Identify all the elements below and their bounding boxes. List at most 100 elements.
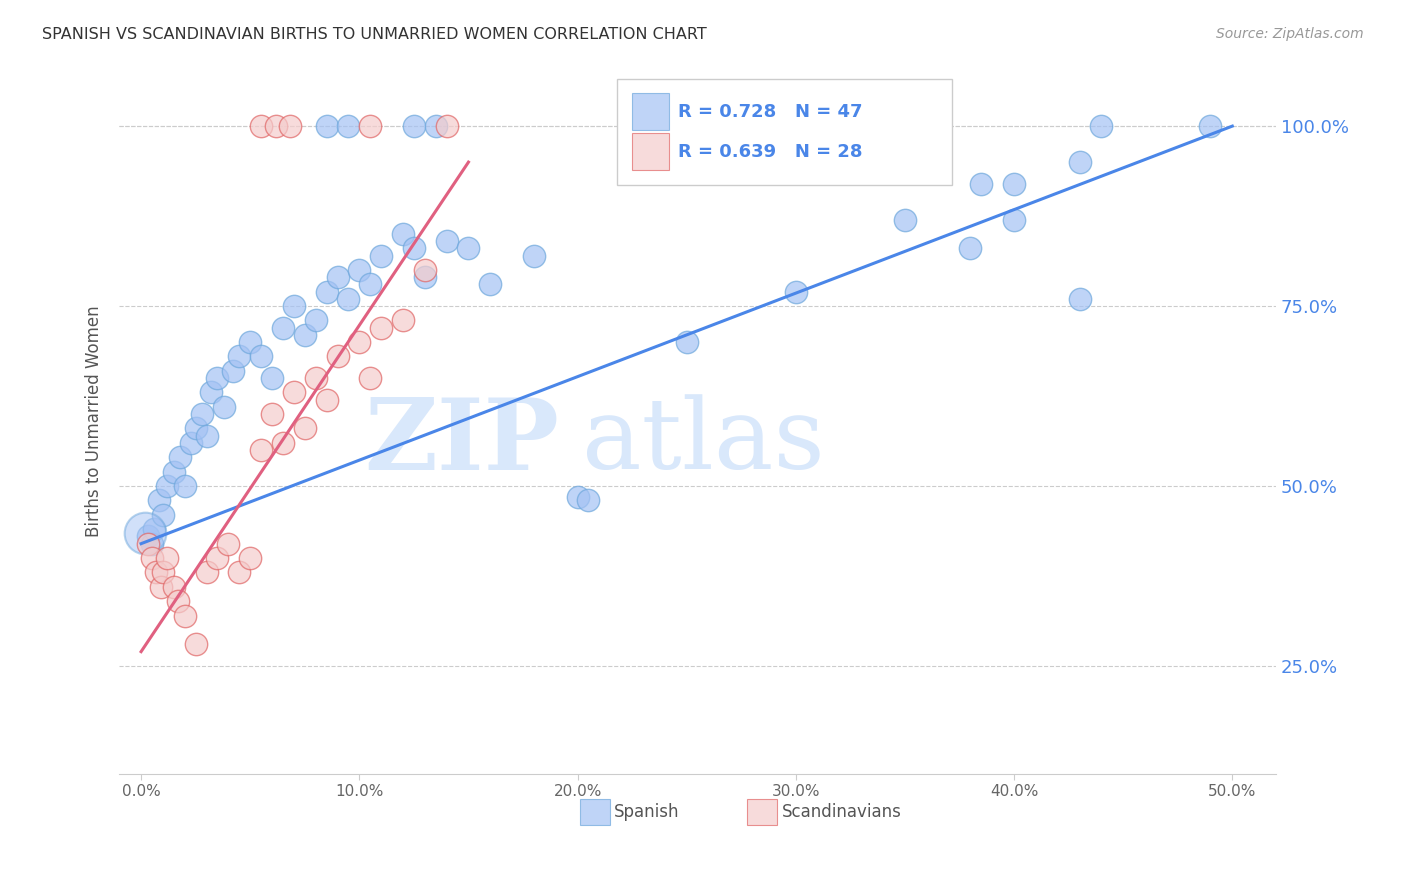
Point [212, 400, 235, 414]
Point [523, 249, 546, 263]
FancyBboxPatch shape [631, 93, 669, 130]
Point [457, 242, 479, 256]
Point [349, 335, 371, 350]
Point [271, 320, 294, 334]
Text: Scandinavians: Scandinavians [782, 803, 901, 822]
Point [1069, 292, 1091, 306]
Point [326, 350, 349, 364]
Point [163, 465, 186, 479]
Point [207, 371, 229, 385]
Point [959, 242, 981, 256]
Point [305, 313, 328, 327]
Point [195, 428, 218, 442]
Point [250, 443, 273, 458]
Text: atlas: atlas [582, 394, 825, 491]
Point [141, 536, 163, 550]
Point [1199, 119, 1222, 133]
Point [156, 479, 179, 493]
Point [184, 421, 207, 435]
Point [413, 270, 436, 285]
Point [326, 270, 349, 285]
Point [228, 350, 250, 364]
Text: ZIP: ZIP [364, 394, 558, 491]
Point [260, 371, 283, 385]
Point [1069, 155, 1091, 169]
Point [337, 292, 360, 306]
Point [315, 392, 337, 407]
Point [294, 421, 316, 435]
Point [207, 551, 229, 566]
Point [970, 177, 993, 191]
Text: R = 0.639   N = 28: R = 0.639 N = 28 [678, 143, 862, 161]
Point [567, 490, 589, 504]
Point [156, 551, 179, 566]
Point [250, 350, 273, 364]
Point [370, 320, 392, 334]
Point [195, 566, 218, 580]
Y-axis label: Births to Unmarried Women: Births to Unmarried Women [86, 305, 103, 537]
Point [266, 119, 288, 133]
Point [392, 313, 415, 327]
Text: Spanish: Spanish [614, 803, 681, 822]
Text: SPANISH VS SCANDINAVIAN BIRTHS TO UNMARRIED WOMEN CORRELATION CHART: SPANISH VS SCANDINAVIAN BIRTHS TO UNMARR… [42, 27, 707, 42]
Point [675, 335, 697, 350]
Point [785, 285, 807, 299]
Point [141, 551, 163, 566]
FancyBboxPatch shape [617, 79, 952, 185]
Point [228, 566, 250, 580]
Point [173, 479, 195, 493]
Point [271, 435, 294, 450]
Point [152, 566, 174, 580]
Point [315, 285, 337, 299]
FancyBboxPatch shape [579, 799, 610, 825]
Point [191, 407, 214, 421]
Point [402, 119, 425, 133]
Point [169, 450, 191, 465]
Point [152, 508, 174, 522]
Point [359, 277, 381, 292]
Point [200, 385, 222, 400]
Point [359, 371, 381, 385]
Point [180, 435, 202, 450]
Point [402, 242, 425, 256]
Point [167, 594, 190, 608]
Point [370, 249, 392, 263]
Point [239, 335, 262, 350]
Point [217, 536, 239, 550]
Point [578, 493, 600, 508]
Text: R = 0.728   N = 47: R = 0.728 N = 47 [678, 103, 862, 120]
Point [143, 522, 166, 536]
Point [136, 536, 159, 550]
Point [239, 551, 262, 566]
Point [337, 119, 360, 133]
Point [436, 119, 458, 133]
Point [1002, 177, 1025, 191]
Point [145, 566, 167, 580]
Point [413, 263, 436, 277]
Point [359, 119, 381, 133]
Point [136, 529, 159, 543]
Point [349, 263, 371, 277]
Point [1002, 212, 1025, 227]
Point [260, 407, 283, 421]
Point [278, 119, 301, 133]
Point [184, 637, 207, 651]
Point [436, 235, 458, 249]
Point [479, 277, 502, 292]
Point [294, 327, 316, 342]
Point [283, 385, 305, 400]
Point [392, 227, 415, 241]
Point [222, 364, 245, 378]
FancyBboxPatch shape [631, 134, 669, 170]
FancyBboxPatch shape [748, 799, 778, 825]
Text: Source: ZipAtlas.com: Source: ZipAtlas.com [1216, 27, 1364, 41]
Point [250, 119, 273, 133]
Point [305, 371, 328, 385]
Point [425, 119, 447, 133]
Point [283, 299, 305, 313]
Point [134, 525, 156, 540]
Point [148, 493, 170, 508]
Point [315, 119, 337, 133]
Point [149, 580, 172, 594]
Point [894, 212, 917, 227]
